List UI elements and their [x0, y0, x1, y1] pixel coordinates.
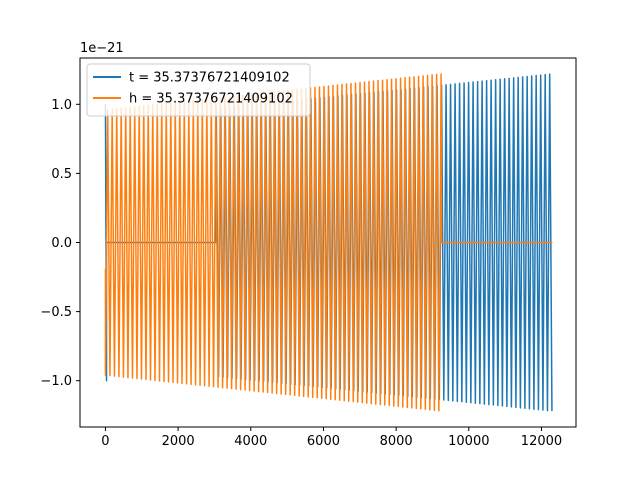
y-offset-label: 1e−21: [80, 41, 124, 56]
y-tick-label: 0.0: [51, 236, 72, 251]
y-tick-label: −0.5: [40, 305, 72, 320]
y-tick-label: −1.0: [40, 374, 72, 389]
x-tick-label: 4000: [234, 434, 267, 449]
legend: t = 35.37376721409102 h = 35.373767214091…: [86, 63, 311, 117]
y-tick-label: 1.0: [51, 98, 72, 113]
legend-box: [86, 63, 311, 117]
y-axis: −1.0 −0.5 0.0 0.5 1.0: [40, 98, 80, 389]
y-tick-label: 0.5: [51, 167, 72, 182]
x-tick-label: 6000: [307, 434, 340, 449]
x-tick-label: 0: [101, 434, 109, 449]
x-axis: 0 2000 4000 6000 8000 10000 12000: [101, 427, 562, 449]
x-tick-label: 12000: [521, 434, 562, 449]
x-tick-label: 10000: [448, 434, 489, 449]
legend-entry: t = 35.37376721409102: [129, 71, 290, 86]
x-tick-label: 2000: [162, 434, 195, 449]
x-tick-label: 8000: [380, 434, 413, 449]
legend-entry: h = 35.37376721409102: [129, 92, 293, 107]
